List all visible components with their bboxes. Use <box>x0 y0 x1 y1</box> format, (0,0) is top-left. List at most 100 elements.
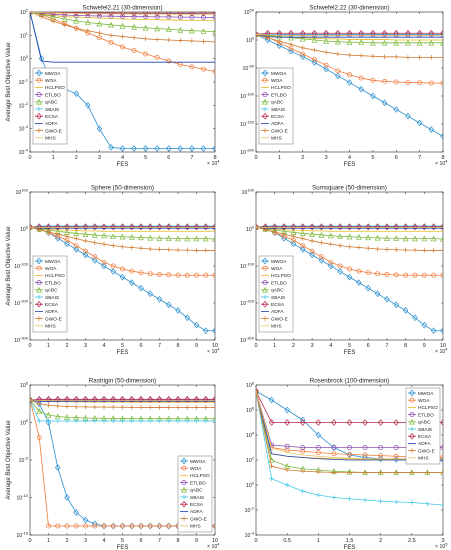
point-sbais <box>184 418 190 424</box>
x-tick-label: 5 <box>121 343 124 349</box>
point-ecsa <box>142 12 149 17</box>
point-qabc <box>402 235 409 242</box>
point-gwo-e <box>101 241 107 247</box>
point-mwoa <box>430 327 437 335</box>
point-gwo-e <box>166 405 172 410</box>
point-woa <box>358 75 364 81</box>
x-axis-multiplier: × 104 <box>207 159 220 168</box>
point-gwo-e <box>393 247 399 253</box>
point-gwo-e <box>194 248 199 253</box>
chart-title: Schwefel2.21 (30-dimension) <box>82 5 162 12</box>
legend-label: ETLBO <box>45 92 61 98</box>
point-sbais <box>101 418 107 424</box>
point-qabc <box>110 233 117 240</box>
point-qabc <box>337 233 344 240</box>
legend-marker <box>36 106 42 112</box>
series-line-adfa <box>256 34 443 38</box>
x-tick-label: 7 <box>158 343 161 349</box>
point-woa <box>73 523 79 529</box>
point-mwoa <box>268 396 275 404</box>
point-woa <box>347 72 352 78</box>
y-tick-label-exponent: -150 <box>246 120 255 125</box>
point-woa <box>101 259 107 265</box>
point-mwoa <box>337 268 343 275</box>
y-tick-label: 108 <box>246 381 255 390</box>
x-axis-multiplier: × 105 <box>435 542 448 550</box>
y-tick-label-exponent: -15 <box>22 531 29 536</box>
point-qabc <box>154 25 161 32</box>
legend-label: qABC <box>45 100 58 106</box>
series-group <box>256 29 443 140</box>
point-gwo-e <box>378 470 383 475</box>
point-mwoa <box>328 262 334 270</box>
y-tick-label-exponent: 6 <box>252 406 255 411</box>
point-gwo-e <box>55 403 61 409</box>
x-axis-label: FES <box>117 545 129 550</box>
x-tick-label: 4 <box>102 538 105 544</box>
legend-label: qABC <box>190 488 203 494</box>
legend-marker <box>36 286 42 293</box>
legend-label: GWO-E <box>190 516 207 522</box>
point-gwo-e <box>184 247 190 253</box>
x-tick-label: 0 <box>254 538 257 544</box>
legend-marker <box>36 69 42 77</box>
point-qabc <box>309 231 315 237</box>
y-tick-label-exponent: 4 <box>252 431 255 436</box>
y-tick-label: 10-2 <box>245 506 255 515</box>
point-ecsa <box>61 12 68 17</box>
point-ecsa <box>362 419 368 426</box>
legend-marker <box>409 432 415 440</box>
point-gwo-e <box>356 245 362 250</box>
point-qabc <box>73 230 80 237</box>
point-sbais <box>440 502 443 508</box>
point-woa <box>166 523 172 529</box>
point-woa <box>382 78 388 84</box>
point-gwo-e <box>203 248 209 253</box>
y-tick-label: 100 <box>20 418 29 427</box>
x-tick-label: 3 <box>84 343 87 349</box>
point-ecsa <box>268 419 275 426</box>
legend-label: SBAIS <box>271 295 285 301</box>
point-mwoa <box>119 145 126 152</box>
y-tick-label: 100 <box>246 36 255 45</box>
point-gwo-e <box>417 55 422 60</box>
legend-marker <box>181 516 187 521</box>
point-ecsa <box>165 395 172 403</box>
point-ecsa <box>421 223 428 231</box>
point-ecsa <box>346 29 353 37</box>
series-line-adfa <box>30 12 215 63</box>
x-tick-label: 6 <box>139 343 142 349</box>
legend-marker <box>262 294 268 300</box>
x-tick-label: 1.5 <box>346 538 354 544</box>
point-qabc <box>184 235 191 242</box>
point-gwo-e <box>331 470 337 475</box>
point-ecsa <box>377 419 384 426</box>
point-ecsa <box>175 395 181 403</box>
point-gwo-e <box>101 404 107 410</box>
point-qabc <box>131 23 137 30</box>
point-mwoa <box>212 327 215 335</box>
point-woa <box>212 272 215 278</box>
point-qabc <box>193 235 200 242</box>
point-ecsa <box>154 12 160 17</box>
point-qabc <box>177 26 184 33</box>
legend-marker <box>181 486 187 493</box>
point-sbais <box>55 418 61 424</box>
point-gwo-e <box>120 34 125 39</box>
point-gwo-e <box>300 468 306 474</box>
point-gwo-e <box>337 243 343 248</box>
point-woa <box>120 44 125 50</box>
point-gwo-e <box>85 28 91 33</box>
x-tick-label: 6 <box>367 343 370 349</box>
point-ecsa <box>138 223 144 231</box>
point-sbais <box>425 501 430 507</box>
point-gwo-e <box>166 37 172 43</box>
x-tick-label: 0 <box>254 343 257 349</box>
chart-title: Rosenbrock (100-dimension) <box>310 378 389 385</box>
point-ecsa <box>101 395 107 403</box>
point-mwoa <box>346 273 353 281</box>
point-qabc <box>393 39 400 46</box>
point-woa <box>417 80 423 86</box>
point-gwo-e <box>312 47 317 53</box>
